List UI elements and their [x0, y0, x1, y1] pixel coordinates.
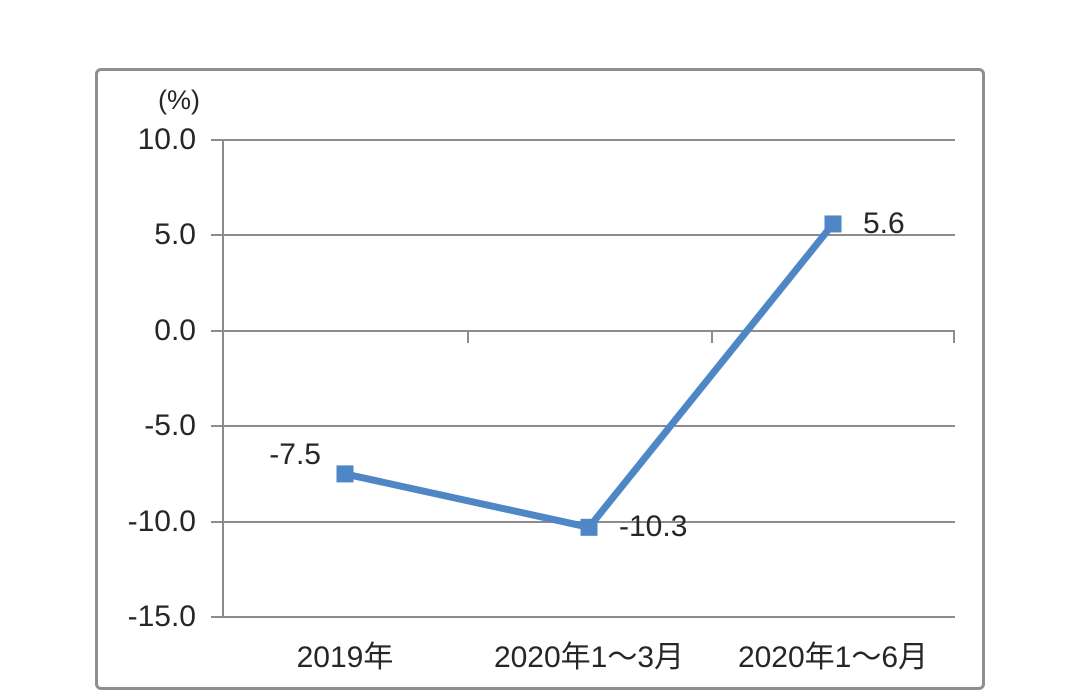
data-label: 5.6 — [863, 206, 905, 240]
gridline — [211, 139, 955, 141]
x-axis-tick — [467, 330, 469, 343]
data-label: -10.3 — [619, 510, 688, 544]
gridline — [211, 520, 955, 523]
gridline — [211, 425, 955, 428]
x-axis-tick — [953, 330, 955, 343]
y-tick-label: 5.0 — [154, 218, 196, 252]
y-tick-label: -15.0 — [127, 600, 196, 633]
gridline — [211, 616, 955, 618]
gridline — [211, 329, 955, 332]
data-label: -7.5 — [269, 437, 321, 471]
y-axis-line — [222, 140, 224, 617]
chart-frame — [95, 68, 985, 690]
y-tick-label: -10.0 — [127, 504, 196, 538]
x-category-label: 2020年1～3月 — [493, 641, 685, 674]
y-axis-unit-label: (%) — [158, 85, 200, 115]
x-axis-tick — [711, 330, 713, 343]
x-category-label: 2020年1～6月 — [737, 641, 929, 674]
y-tick-label: 0.0 — [154, 313, 196, 347]
y-tick-label: 10.0 — [137, 123, 196, 156]
gridline — [211, 234, 955, 237]
x-category-label: 2019年 — [296, 641, 394, 674]
y-tick-label: -5.0 — [144, 409, 196, 443]
